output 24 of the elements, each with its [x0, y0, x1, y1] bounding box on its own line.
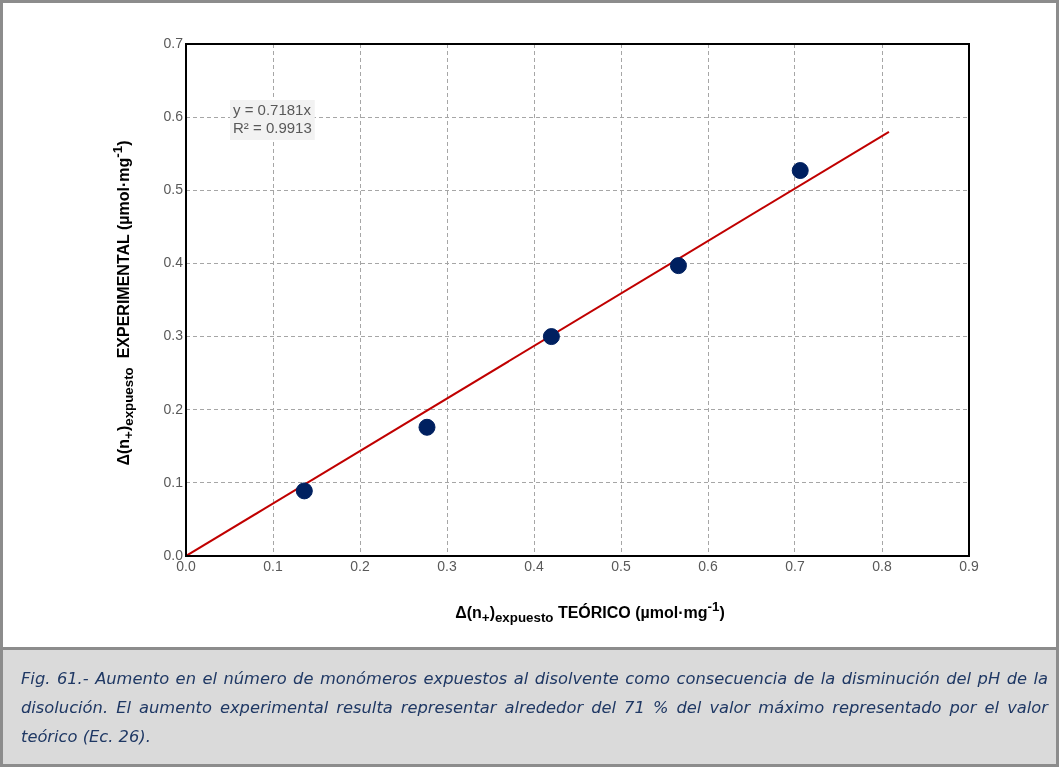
x-tick-label: 0.6: [698, 558, 718, 575]
x-tick-label: 0.3: [437, 558, 457, 575]
y-tick-label: 0.3: [163, 327, 184, 344]
y-tick-label: 0.5: [163, 181, 184, 198]
y-tick-label: 0.2: [163, 400, 184, 417]
y-tick-label: 0.1: [163, 473, 184, 490]
x-tick-label: 0.4: [524, 558, 544, 575]
y-tick-label: 0.4: [163, 254, 184, 271]
point: [669, 257, 687, 275]
caption: Fig. 61.- Aumento en el número de monómeros expuestos al disolvente como consecuencia de la disminución del pH de la disolución. El aumento experimental resulta representar alrededor del 71 % del valor máximo representado por el valor teórico (Ec. 26).: [3, 647, 1056, 764]
x-tick-label: 0.5: [611, 558, 631, 575]
annotation: y = 0.7181x R² = 0.9913: [232, 100, 312, 136]
y-tick-label: 0.7: [163, 34, 184, 51]
y-tick-label: 0.6: [163, 108, 184, 124]
x-tick-label: 0.8: [872, 558, 892, 575]
point: [295, 482, 313, 500]
x-tick-label: 0.2: [350, 558, 370, 575]
x-tick-label: 0.7: [785, 558, 805, 575]
x-tick-label: 0.1: [263, 558, 283, 575]
x-axis-title: Δ(n$_{+}$)$_{expuesto}$ TEÓRICO (µmol·mg$^{-1}$): [455, 599, 725, 625]
x-tick-label: 0.9: [959, 558, 979, 575]
point: [418, 418, 436, 436]
point: [542, 328, 560, 346]
point: [791, 162, 809, 180]
